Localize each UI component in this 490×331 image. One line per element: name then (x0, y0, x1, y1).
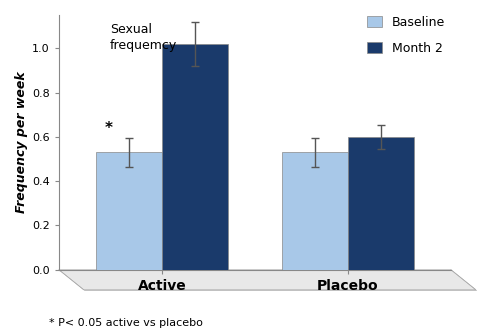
Bar (96, 152, 162, 270)
Text: *: * (104, 121, 113, 136)
Bar (348, 137, 414, 270)
Legend: Baseline, Month 2: Baseline, Month 2 (367, 16, 445, 55)
Text: Sexual
frequemcy: Sexual frequemcy (110, 23, 177, 52)
Text: * P< 0.05 active vs placebo: * P< 0.05 active vs placebo (49, 318, 203, 328)
Polygon shape (59, 270, 476, 290)
Y-axis label: Frequency per week: Frequency per week (15, 71, 28, 213)
Bar (282, 152, 348, 270)
Bar (162, 44, 228, 270)
